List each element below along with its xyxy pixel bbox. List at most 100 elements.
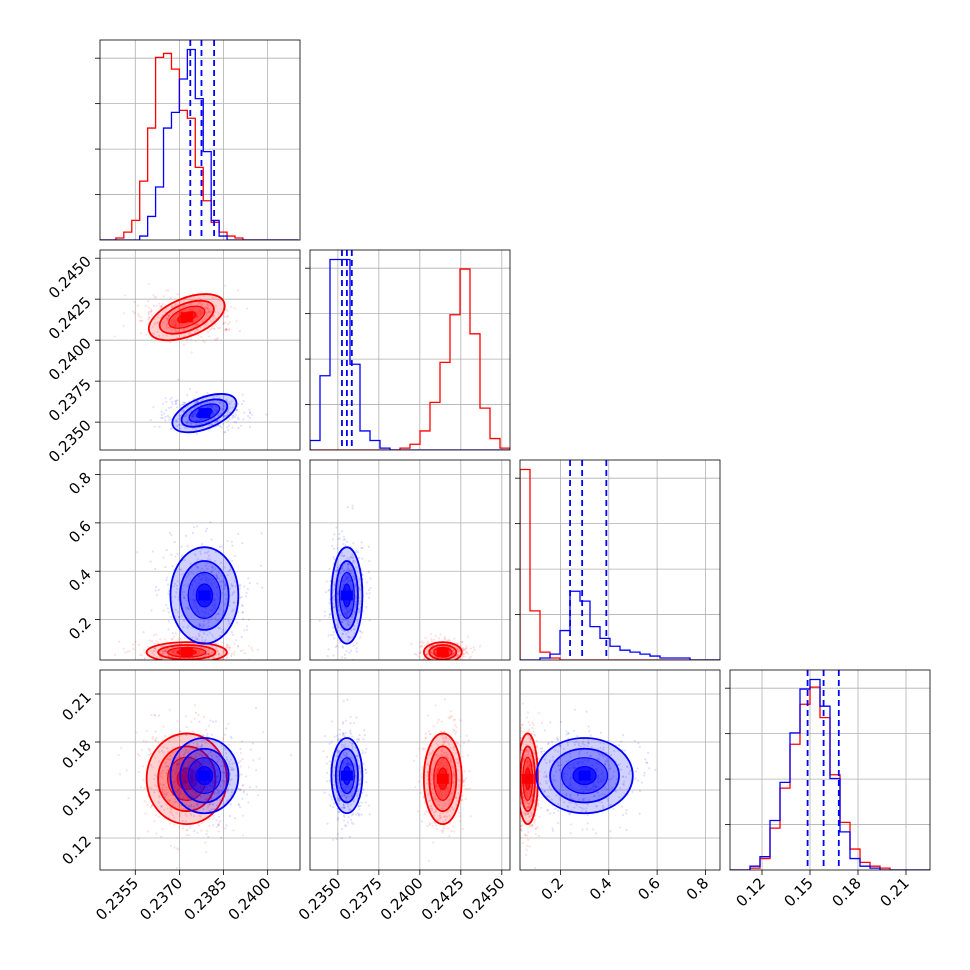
scatter-point bbox=[176, 293, 179, 296]
scatter-point bbox=[516, 795, 518, 797]
scatter-point bbox=[341, 757, 344, 760]
panel-frame bbox=[519, 459, 721, 661]
scatter-point bbox=[214, 310, 217, 313]
scatter-point bbox=[211, 720, 215, 723]
scatter-point bbox=[189, 562, 192, 565]
scatter-point bbox=[340, 743, 343, 746]
scatter-point bbox=[174, 781, 177, 784]
scatter-point bbox=[164, 761, 167, 764]
scatter-point bbox=[353, 561, 356, 564]
scatter-point bbox=[333, 735, 336, 738]
scatter-point bbox=[455, 646, 458, 650]
scatter-point bbox=[176, 789, 180, 792]
scatter-point bbox=[350, 629, 353, 632]
scatter-point bbox=[191, 598, 195, 601]
scatter-point bbox=[165, 786, 168, 789]
scatter-point bbox=[345, 577, 348, 580]
scatter-point bbox=[189, 774, 192, 777]
scatter-point bbox=[206, 732, 209, 736]
scatter-point bbox=[354, 583, 357, 586]
scatter-point bbox=[353, 631, 356, 635]
scatter-point bbox=[218, 396, 221, 399]
scatter-point bbox=[204, 785, 207, 788]
scatter-point bbox=[347, 623, 350, 627]
scatter-point bbox=[225, 657, 228, 660]
scatter-point bbox=[440, 662, 442, 664]
scatter-point bbox=[183, 590, 186, 594]
scatter-point bbox=[190, 775, 193, 778]
scatter-point bbox=[240, 403, 244, 406]
scatter-point bbox=[223, 795, 226, 798]
scatter-point bbox=[426, 763, 430, 766]
scatter-point bbox=[463, 770, 466, 773]
scatter-point bbox=[200, 335, 203, 339]
scatter-point bbox=[203, 739, 206, 742]
scatter-point bbox=[173, 585, 176, 588]
scatter-point bbox=[525, 812, 528, 816]
scatter-point bbox=[179, 325, 182, 328]
scatter-point bbox=[195, 419, 198, 422]
scatter-point bbox=[208, 818, 211, 821]
scatter-point bbox=[466, 787, 469, 791]
scatter-point bbox=[180, 792, 183, 795]
scatter-point bbox=[147, 282, 150, 286]
scatter-point bbox=[181, 305, 185, 309]
contour-blue bbox=[195, 583, 214, 608]
scatter-point bbox=[225, 646, 228, 650]
scatter-point bbox=[449, 758, 453, 761]
scatter-point bbox=[190, 776, 193, 779]
scatter-point bbox=[201, 302, 204, 306]
scatter-point bbox=[469, 655, 473, 658]
scatter-point bbox=[226, 426, 229, 429]
scatter-point bbox=[212, 606, 216, 609]
scatter-point bbox=[337, 625, 340, 629]
scatter-point bbox=[157, 777, 160, 780]
scatter-point bbox=[352, 572, 355, 575]
scatter-point bbox=[256, 648, 259, 651]
scatter-point bbox=[453, 784, 456, 787]
scatter-point bbox=[202, 624, 206, 628]
scatter-point bbox=[213, 667, 215, 669]
scatter-point bbox=[168, 708, 171, 711]
scatter-point bbox=[201, 311, 204, 314]
scatter-point bbox=[211, 566, 214, 569]
scatter-point bbox=[170, 615, 173, 618]
scatter-point bbox=[518, 790, 520, 792]
scatter-point bbox=[543, 775, 546, 778]
scatter-point bbox=[438, 818, 441, 821]
scatter-point bbox=[450, 829, 453, 833]
scatter-point bbox=[325, 762, 328, 765]
scatter-point bbox=[195, 782, 199, 785]
scatter-point bbox=[454, 796, 457, 799]
scatter-point bbox=[208, 783, 211, 786]
scatter-point bbox=[171, 651, 175, 654]
scatter-point bbox=[185, 660, 187, 662]
scatter-point bbox=[348, 762, 351, 765]
scatter-point bbox=[350, 587, 353, 590]
scatter-point bbox=[341, 554, 344, 557]
scatter-point bbox=[458, 779, 461, 783]
scatter-point bbox=[241, 834, 245, 837]
scatter-point bbox=[199, 789, 202, 793]
scatter-point bbox=[358, 808, 361, 811]
scatter-point bbox=[233, 653, 236, 656]
scatter-point bbox=[520, 724, 524, 727]
scatter-point bbox=[452, 775, 455, 778]
scatter-point bbox=[332, 555, 335, 559]
scatter-point bbox=[165, 334, 168, 337]
scatter-point bbox=[342, 786, 345, 789]
scatter-point bbox=[194, 401, 197, 405]
scatter-point bbox=[150, 309, 153, 313]
scatter-point bbox=[429, 733, 432, 736]
scatter-point bbox=[206, 391, 209, 395]
scatter-point bbox=[208, 788, 211, 791]
scatter-point bbox=[526, 801, 529, 804]
scatter-point bbox=[251, 742, 254, 745]
scatter-point bbox=[461, 658, 464, 660]
scatter-point bbox=[362, 762, 365, 765]
scatter-point bbox=[185, 575, 189, 579]
scatter-point bbox=[358, 813, 361, 816]
scatter-point bbox=[231, 585, 234, 588]
scatter-point bbox=[221, 402, 224, 405]
scatter-point bbox=[444, 818, 448, 822]
